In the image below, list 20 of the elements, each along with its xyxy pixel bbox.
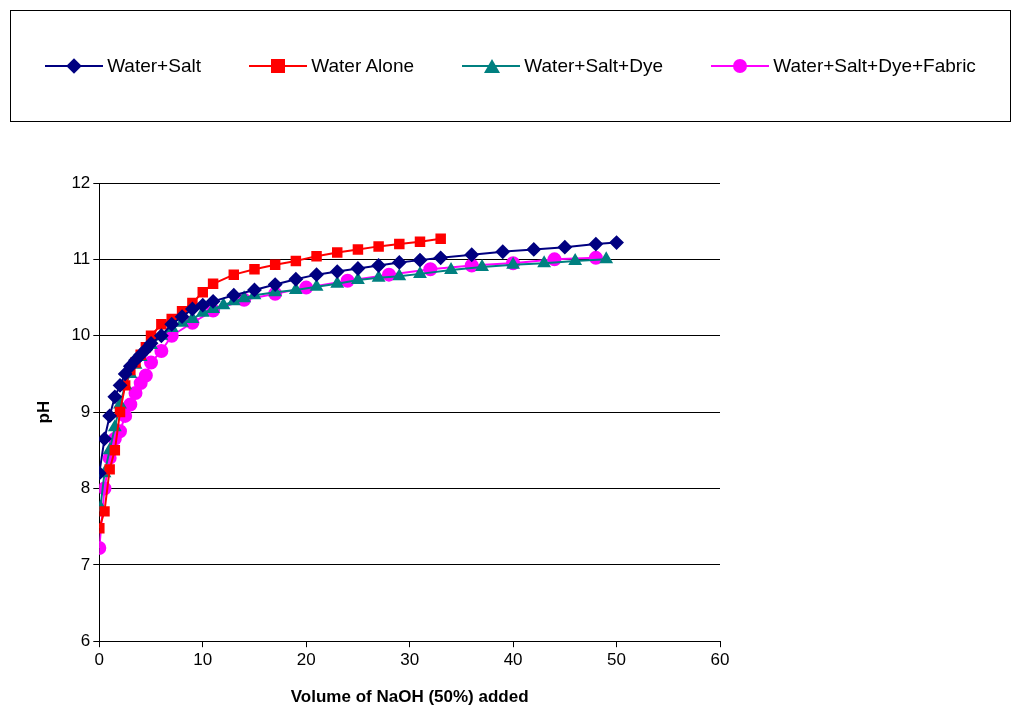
y-tick-label: 12 — [71, 172, 91, 192]
x-tick-label: 30 — [400, 650, 420, 670]
y-tick-label: 6 — [80, 630, 91, 650]
x-axis-title: Volume of NaOH (50%) added — [290, 687, 529, 707]
legend-label: Water+Salt — [107, 55, 201, 77]
y-axis-title: pH — [33, 400, 53, 424]
x-tick-label: 50 — [607, 650, 627, 670]
x-tick-label: 10 — [193, 650, 213, 670]
x-tick-label: 40 — [503, 650, 523, 670]
legend-label: Water Alone — [311, 55, 415, 77]
legend-label: Water+Salt+Dye+Fabric — [773, 55, 976, 77]
y-tick-label: 8 — [80, 478, 91, 498]
y-tick-label: 9 — [80, 401, 91, 421]
x-tick-label: 60 — [710, 650, 730, 670]
legend-label: Water+Salt+Dye — [524, 55, 663, 77]
x-tick-label: 0 — [94, 650, 105, 670]
y-tick-label: 10 — [71, 325, 91, 345]
y-tick-label: 11 — [72, 249, 91, 269]
y-tick-label: 7 — [80, 554, 91, 574]
x-tick-label: 20 — [296, 650, 316, 670]
